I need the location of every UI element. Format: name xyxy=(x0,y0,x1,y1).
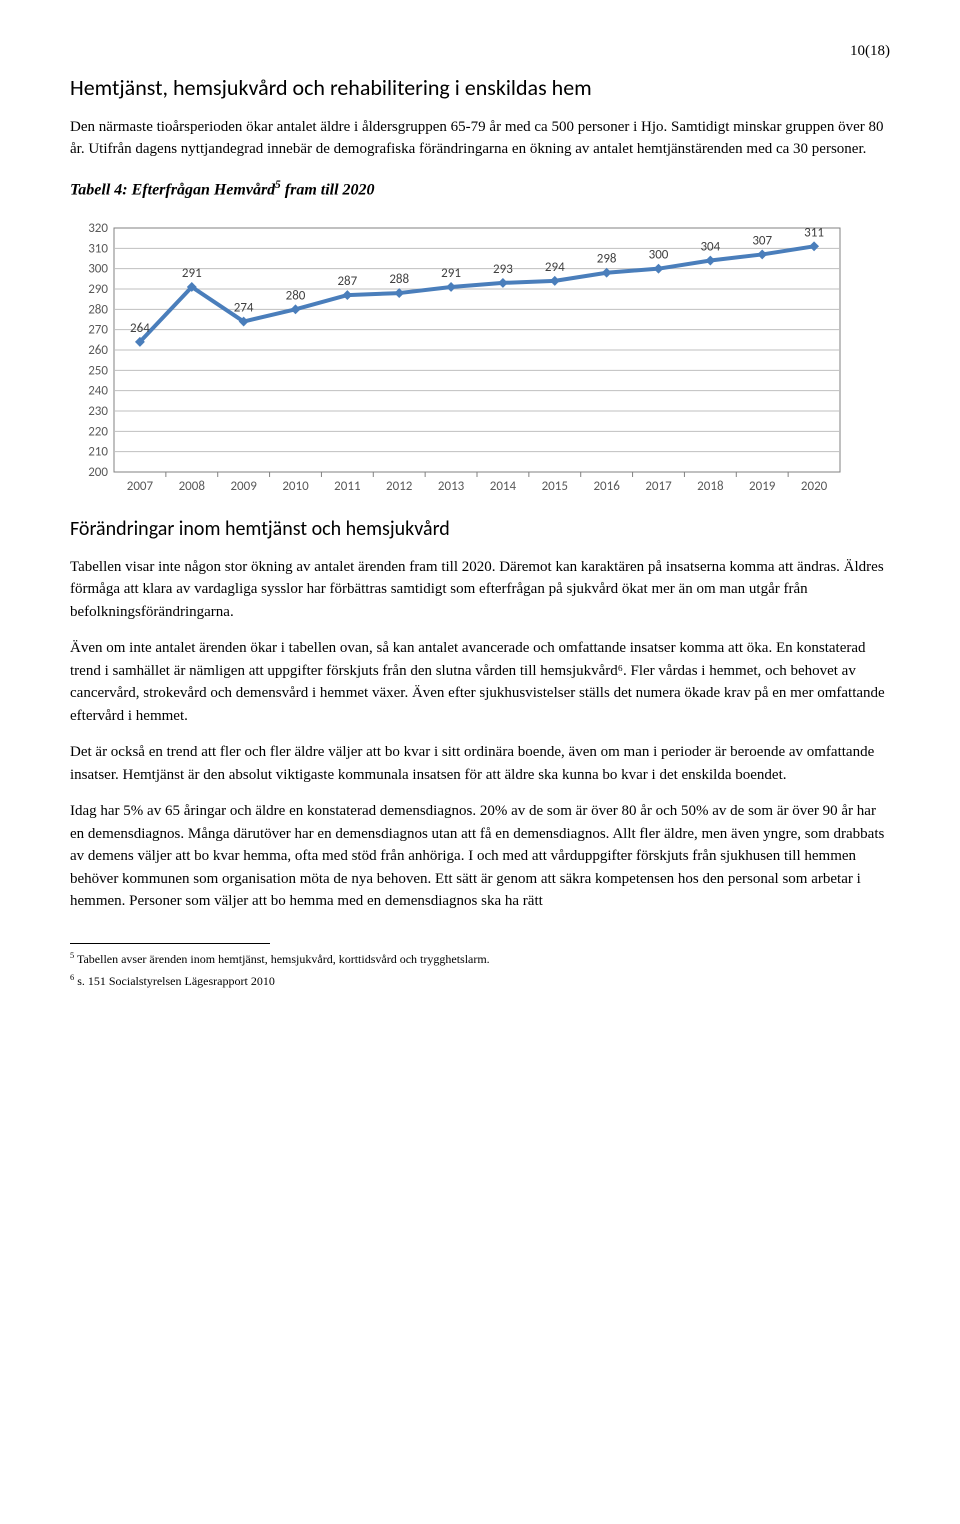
svg-text:280: 280 xyxy=(88,302,108,317)
footnote-text: s. 151 Socialstyrelsen Lägesrapport 2010 xyxy=(74,974,275,988)
svg-text:250: 250 xyxy=(88,363,108,378)
svg-text:2007: 2007 xyxy=(127,479,154,494)
body-paragraph: Även om inte antalet ärenden ökar i tabe… xyxy=(70,637,890,727)
svg-text:2016: 2016 xyxy=(593,479,620,494)
svg-text:320: 320 xyxy=(88,221,108,236)
svg-text:291: 291 xyxy=(441,266,461,281)
svg-text:274: 274 xyxy=(234,300,254,315)
svg-text:287: 287 xyxy=(337,274,357,289)
body-paragraph: Tabellen visar inte någon stor ökning av… xyxy=(70,556,890,624)
svg-text:270: 270 xyxy=(88,322,108,337)
footnote: 5 Tabellen avser ärenden inom hemtjänst,… xyxy=(70,950,890,968)
chart-svg: 200 210 220 230 240 250 260 270 280 290 300 310 320 2… xyxy=(70,220,850,500)
svg-text:260: 260 xyxy=(88,343,108,358)
svg-text:2020: 2020 xyxy=(801,479,828,494)
chart-caption-prefix: Tabell 4: Efterfrågan Hemvård xyxy=(70,181,275,198)
svg-text:307: 307 xyxy=(752,233,772,248)
svg-text:2009: 2009 xyxy=(230,479,257,494)
svg-text:288: 288 xyxy=(389,272,409,287)
svg-text:2018: 2018 xyxy=(697,479,724,494)
svg-text:310: 310 xyxy=(88,241,108,256)
svg-text:280: 280 xyxy=(286,288,306,303)
svg-text:220: 220 xyxy=(88,424,108,439)
svg-text:294: 294 xyxy=(545,260,565,275)
chart-caption: Tabell 4: Efterfrågan Hemvård5 fram till… xyxy=(70,177,890,202)
intro-paragraph: Den närmaste tioårsperioden ökar antalet… xyxy=(70,116,890,161)
footnote-text: Tabellen avser ärenden inom hemtjänst, h… xyxy=(74,952,490,966)
svg-text:2012: 2012 xyxy=(386,479,413,494)
svg-text:230: 230 xyxy=(88,404,108,419)
svg-text:300: 300 xyxy=(649,247,669,262)
svg-text:311: 311 xyxy=(804,225,824,240)
section-heading: Hemtjänst, hemsjukvård och rehabiliterin… xyxy=(70,71,890,104)
svg-text:293: 293 xyxy=(493,262,513,277)
svg-text:2011: 2011 xyxy=(334,479,360,494)
footnote-separator xyxy=(70,943,270,944)
footnote: 6 s. 151 Socialstyrelsen Lägesrapport 20… xyxy=(70,972,890,990)
svg-text:290: 290 xyxy=(88,282,108,297)
svg-text:210: 210 xyxy=(88,444,108,459)
svg-text:2015: 2015 xyxy=(542,479,568,494)
svg-text:300: 300 xyxy=(88,261,108,276)
page-number: 10(18) xyxy=(70,40,890,63)
svg-text:200: 200 xyxy=(88,465,108,480)
line-chart: 200 210 220 230 240 250 260 270 280 290 300 310 320 2… xyxy=(70,220,850,500)
body-paragraph: Det är också en trend att fler och fler … xyxy=(70,741,890,786)
svg-text:264: 264 xyxy=(130,321,150,336)
svg-text:291: 291 xyxy=(182,266,202,281)
svg-text:2008: 2008 xyxy=(179,479,206,494)
svg-text:304: 304 xyxy=(700,239,720,254)
chart-caption-suffix: fram till 2020 xyxy=(281,181,375,198)
svg-text:2017: 2017 xyxy=(645,479,672,494)
svg-text:2010: 2010 xyxy=(282,479,309,494)
svg-text:2014: 2014 xyxy=(490,479,517,494)
svg-text:240: 240 xyxy=(88,383,108,398)
svg-text:2013: 2013 xyxy=(438,479,465,494)
svg-text:2019: 2019 xyxy=(749,479,776,494)
subsection-heading: Förändringar inom hemtjänst och hemsjukv… xyxy=(70,514,890,544)
body-paragraph: Idag har 5% av 65 åringar och äldre en k… xyxy=(70,800,890,913)
svg-text:298: 298 xyxy=(597,252,617,267)
